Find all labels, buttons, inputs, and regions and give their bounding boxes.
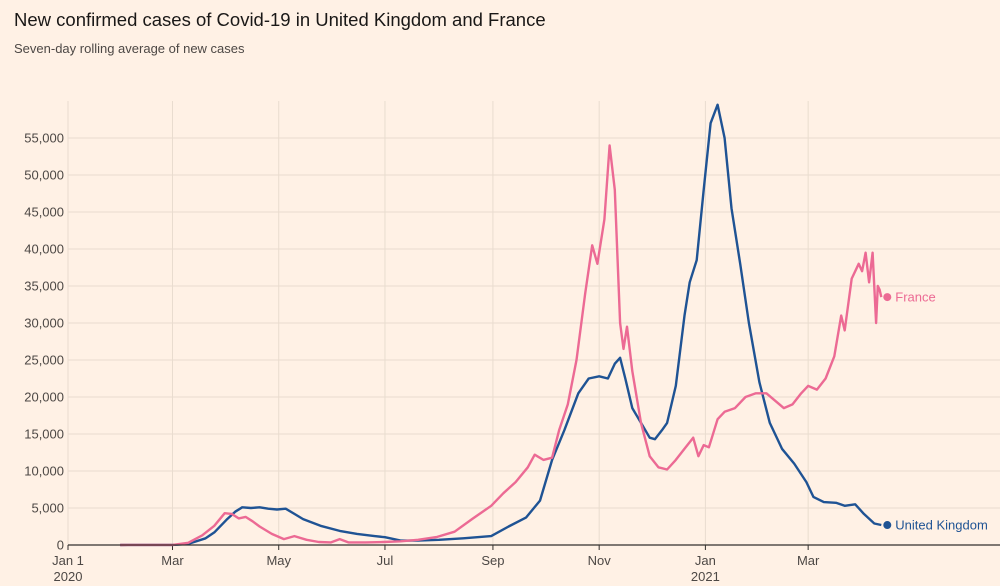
x-tick-label: Mar	[797, 553, 820, 568]
y-tick-label: 0	[57, 538, 64, 553]
y-tick-label: 25,000	[24, 353, 64, 368]
x-tick-sublabel: 2020	[54, 569, 83, 584]
series-label-united-kingdom: United Kingdom	[895, 518, 988, 533]
y-axis-ticks: 0 5,000 10,000 15,000 20,000 25,000 30,000 35,0…	[24, 131, 64, 553]
x-tick-sublabel: 2021	[691, 569, 720, 584]
y-tick-label: 10,000	[24, 464, 64, 479]
end-marker-france	[883, 293, 892, 302]
y-tick-label: 20,000	[24, 390, 64, 405]
y-tick-label: 50,000	[24, 168, 64, 183]
series-lines	[120, 103, 883, 547]
series-line-united-kingdom	[120, 103, 882, 547]
y-tick-label: 35,000	[24, 279, 64, 294]
chart-title: New confirmed cases of Covid-19 in Unite…	[14, 9, 546, 30]
x-tick-label: Jan	[695, 553, 716, 568]
x-tick-label: Jul	[377, 553, 394, 568]
y-tick-label: 40,000	[24, 242, 64, 257]
chart-subtitle: Seven-day rolling average of new cases	[14, 41, 245, 56]
y-tick-label: 30,000	[24, 316, 64, 331]
series-line-france	[120, 144, 883, 547]
y-tick-label: 55,000	[24, 131, 64, 146]
x-tick-label: Nov	[588, 553, 612, 568]
x-tick-label: Mar	[161, 553, 184, 568]
x-tick-label: Jan 1	[52, 553, 84, 568]
x-tick-label: Sep	[481, 553, 504, 568]
y-tick-label: 15,000	[24, 427, 64, 442]
grid-lines	[67, 101, 1000, 545]
y-tick-label: 5,000	[31, 501, 64, 516]
series-end-labels: United Kingdom France	[883, 290, 988, 533]
x-tick-label: May	[266, 553, 291, 568]
series-label-france: France	[895, 290, 935, 305]
end-marker-united-kingdom	[883, 521, 892, 530]
y-tick-label: 45,000	[24, 205, 64, 220]
